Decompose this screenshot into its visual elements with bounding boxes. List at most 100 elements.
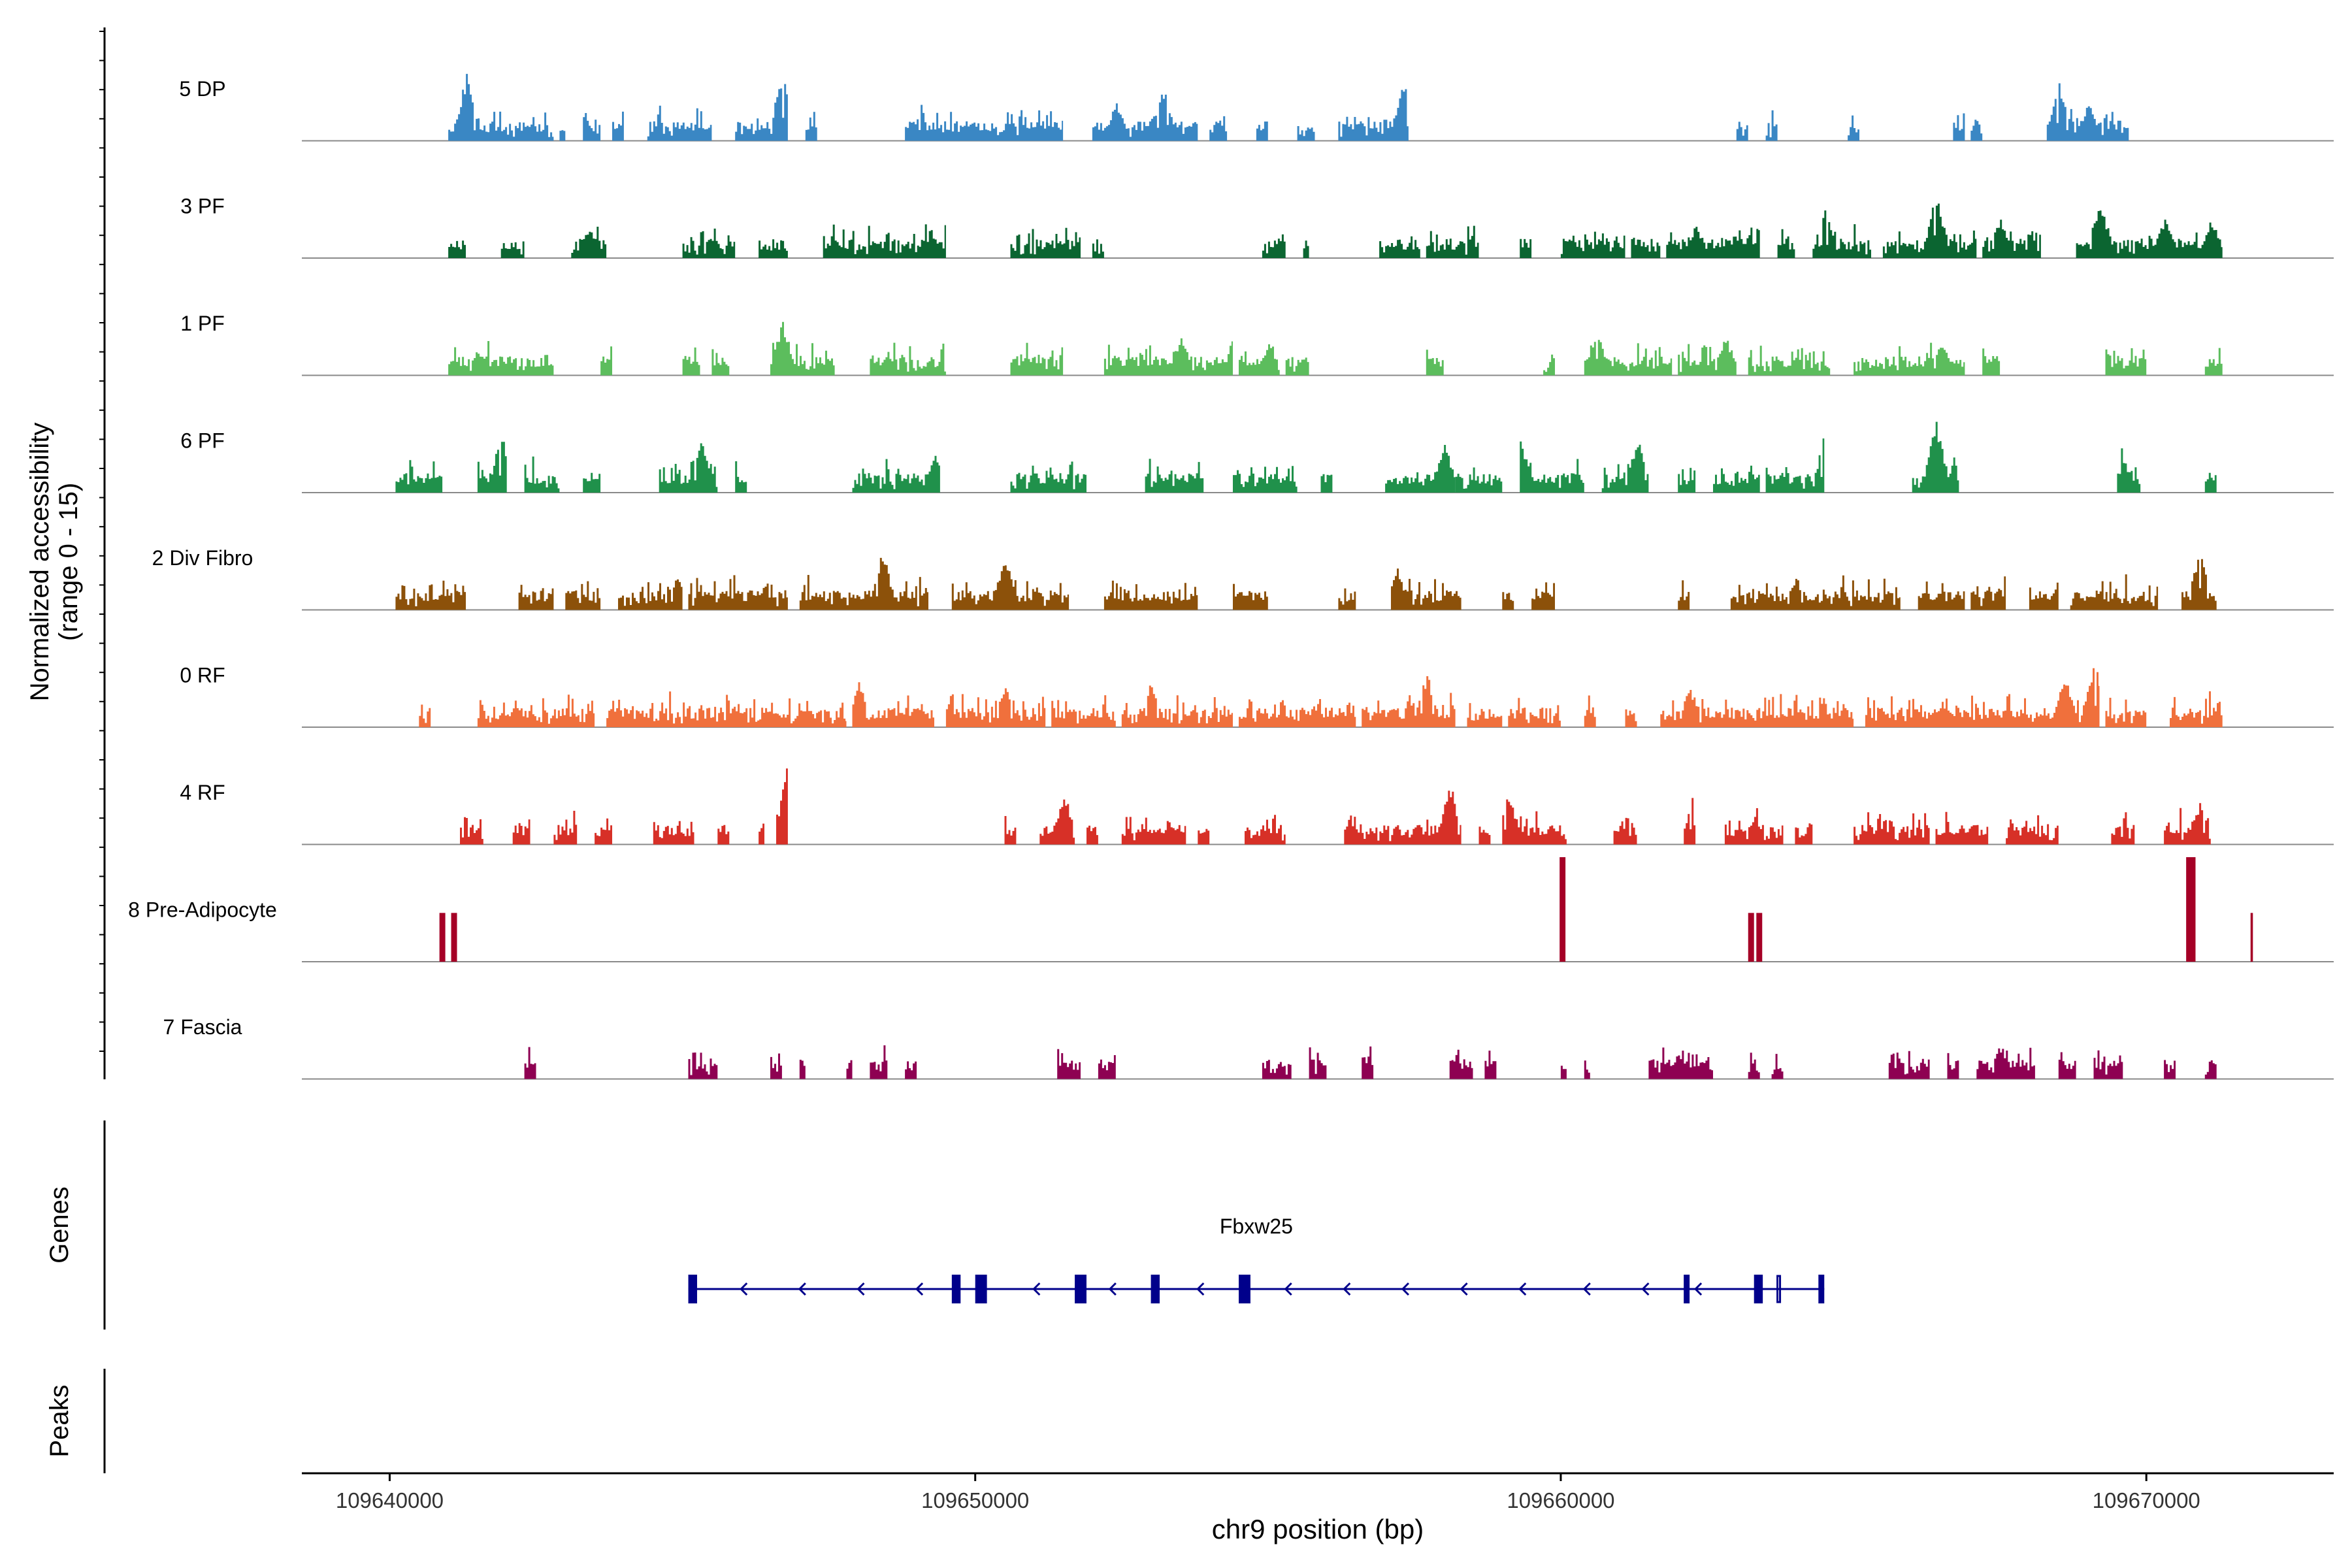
strand-chevron — [1460, 1282, 1468, 1296]
coverage-region — [1233, 583, 1268, 610]
coverage-region — [659, 443, 718, 493]
coverage-region — [1970, 576, 2006, 610]
coverage-region — [1584, 695, 1596, 727]
coverage-region — [1684, 798, 1696, 845]
coverage-region — [1051, 695, 1116, 727]
coverage-region — [1613, 817, 1637, 845]
coverage-region — [647, 105, 712, 141]
coverage-region — [1484, 1051, 1497, 1079]
coverage-region — [1103, 580, 1198, 610]
coverage-spike — [2250, 913, 2253, 962]
coverage-region — [1748, 346, 1831, 376]
track-3-pf: 3 PF — [180, 195, 2334, 259]
coverage-region — [1854, 342, 1965, 376]
coverage-spike — [439, 913, 446, 962]
coverage-region — [2170, 691, 2223, 727]
strand-chevron — [1032, 1282, 1041, 1296]
coverage-region — [1455, 467, 1503, 493]
coverage-region — [1209, 116, 1228, 141]
gene-exon — [1776, 1275, 1782, 1303]
coverage-region — [1385, 445, 1456, 493]
coverage-region — [1584, 1060, 1590, 1079]
coverage-region — [606, 691, 847, 727]
coverage-region — [2058, 1052, 2076, 1079]
coverage-region — [711, 349, 730, 376]
track-8-pre-adipocyte: 8 Pre-Adipocyte — [128, 857, 2334, 962]
track-label: 1 PF — [180, 312, 225, 335]
coverage-region — [500, 241, 525, 258]
coverage-region — [1256, 122, 1268, 141]
coverage-region — [1625, 709, 1637, 727]
coverage-region — [600, 346, 612, 376]
coverage-region — [1245, 815, 1286, 845]
coverage-region — [1103, 338, 1233, 376]
coverage-region — [2105, 348, 2147, 376]
gene-exon — [951, 1275, 961, 1303]
coverage-region — [553, 811, 578, 845]
coverage-region — [1918, 581, 1965, 610]
coverage-region — [1086, 825, 1098, 845]
track-5-dp: 5 DP — [179, 74, 2334, 142]
coverage-region — [2181, 559, 2217, 610]
coverage-region — [905, 1061, 917, 1079]
coverage-region — [2076, 210, 2223, 258]
coverage-region — [1239, 344, 1280, 376]
coverage-region — [1560, 231, 1625, 258]
coverage-region — [1560, 1066, 1567, 1079]
coverage-region — [2093, 1050, 2123, 1079]
coverage-region — [1543, 354, 1555, 376]
coverage-region — [1935, 811, 1989, 845]
coverage-region — [717, 825, 730, 845]
coverage-region — [799, 557, 928, 610]
coverage-region — [1970, 120, 1983, 141]
coverage-region — [1982, 348, 2001, 376]
coverage-region — [1057, 1049, 1081, 1079]
coverage-region — [870, 342, 946, 376]
gene-exon — [1754, 1275, 1763, 1303]
strand-chevron — [1108, 1282, 1117, 1296]
coverage-region — [1362, 676, 1456, 727]
coverage-region — [1391, 568, 1462, 610]
coverage-region — [2204, 1060, 2217, 1079]
coverage-region — [1666, 227, 1760, 258]
coverage-region — [595, 818, 612, 845]
coverage-spike — [451, 913, 457, 962]
coverage-region — [1198, 828, 1210, 845]
coverage-region — [1982, 220, 2041, 258]
track-0-rf: 0 RF — [180, 664, 2334, 728]
coverage-region — [1771, 1054, 1784, 1079]
coverage-region — [1303, 240, 1309, 258]
gene-exon — [975, 1275, 987, 1303]
coverage-region — [735, 461, 747, 493]
coverage-region — [1531, 582, 1555, 610]
coverage-region — [1777, 229, 1795, 258]
coverage-region — [1854, 812, 1930, 845]
coverage-region — [1631, 237, 1661, 258]
coverage-region — [2029, 582, 2059, 610]
coverage-region — [419, 704, 431, 727]
coverage-region — [1233, 466, 1298, 493]
coverage-region — [1865, 668, 2100, 727]
coverage-region — [1678, 340, 1737, 376]
coverage-tracks: 5 DP 3 PF 1 PF 6 PF 2 Div Fibro 0 RF 4 RF 8 Pre… — [128, 74, 2334, 1080]
coverage-region — [945, 688, 1046, 727]
coverage-region — [2117, 448, 2141, 493]
strand-chevron — [1284, 1282, 1292, 1296]
gene-exon — [688, 1275, 697, 1303]
coverage-region — [852, 455, 940, 493]
coverage-region — [1795, 823, 1813, 845]
gene-name: Fbxw25 — [1220, 1215, 1293, 1238]
track-6-pf: 6 PF — [180, 421, 2334, 493]
coverage-region — [1888, 1051, 1930, 1079]
coverage-region — [1426, 350, 1444, 376]
coverage-region — [1713, 465, 1760, 493]
coverage-region — [2070, 574, 2159, 610]
coverage-spike — [1748, 913, 1754, 962]
coverage-region — [653, 821, 694, 845]
x-tick-label: 109640000 — [336, 1488, 444, 1512]
coverage-region — [512, 819, 531, 845]
strand-chevron — [1401, 1282, 1410, 1296]
track-label: 8 Pre-Adipocyte — [128, 898, 277, 922]
gene-exon — [1075, 1275, 1086, 1303]
coverage-region — [1426, 225, 1479, 258]
